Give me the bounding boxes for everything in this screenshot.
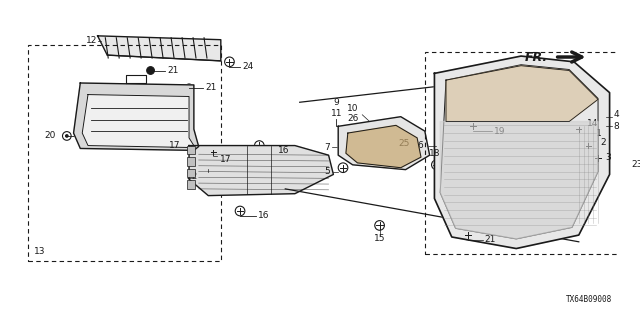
Polygon shape [74,83,198,150]
Text: 17: 17 [220,156,231,164]
Text: 2: 2 [600,138,605,147]
Text: 21: 21 [167,66,179,75]
Text: 4: 4 [613,110,619,119]
Text: 24: 24 [242,62,253,71]
Text: 12: 12 [86,36,98,45]
Text: 18: 18 [429,149,440,158]
Text: 25: 25 [398,139,410,148]
Text: 14: 14 [586,119,598,128]
Text: 22: 22 [186,172,198,181]
Text: 13: 13 [34,247,45,256]
Circle shape [190,142,198,149]
Text: 26: 26 [347,114,358,123]
Text: 6: 6 [417,141,423,150]
Text: 15: 15 [374,235,385,244]
Text: 9: 9 [333,98,339,107]
Text: 16: 16 [259,211,270,220]
Circle shape [66,135,68,137]
Circle shape [147,67,154,74]
Polygon shape [346,125,421,168]
Circle shape [185,84,193,92]
Text: TX64B09008: TX64B09008 [566,295,612,304]
Text: 8: 8 [613,122,619,131]
Text: 20: 20 [44,132,55,140]
Polygon shape [189,146,333,196]
FancyBboxPatch shape [187,157,195,166]
FancyBboxPatch shape [187,169,195,177]
FancyBboxPatch shape [187,180,195,189]
Text: 19: 19 [494,127,506,136]
Text: FR.: FR. [525,51,548,64]
Text: 16: 16 [278,146,289,155]
Text: 7: 7 [324,143,330,152]
Text: 5: 5 [324,167,330,176]
Text: 10: 10 [347,105,358,114]
Text: 1: 1 [596,129,602,138]
Polygon shape [82,95,194,148]
Text: 23: 23 [632,160,640,169]
Circle shape [204,161,212,169]
Text: 21: 21 [484,236,496,244]
Text: 3: 3 [605,153,611,162]
Polygon shape [440,122,598,239]
Polygon shape [98,36,221,61]
Text: 11: 11 [330,109,342,118]
FancyBboxPatch shape [187,146,195,154]
Text: 17: 17 [169,141,180,150]
Polygon shape [446,66,598,122]
Polygon shape [435,56,609,249]
Text: 21: 21 [205,83,217,92]
Polygon shape [338,117,429,170]
